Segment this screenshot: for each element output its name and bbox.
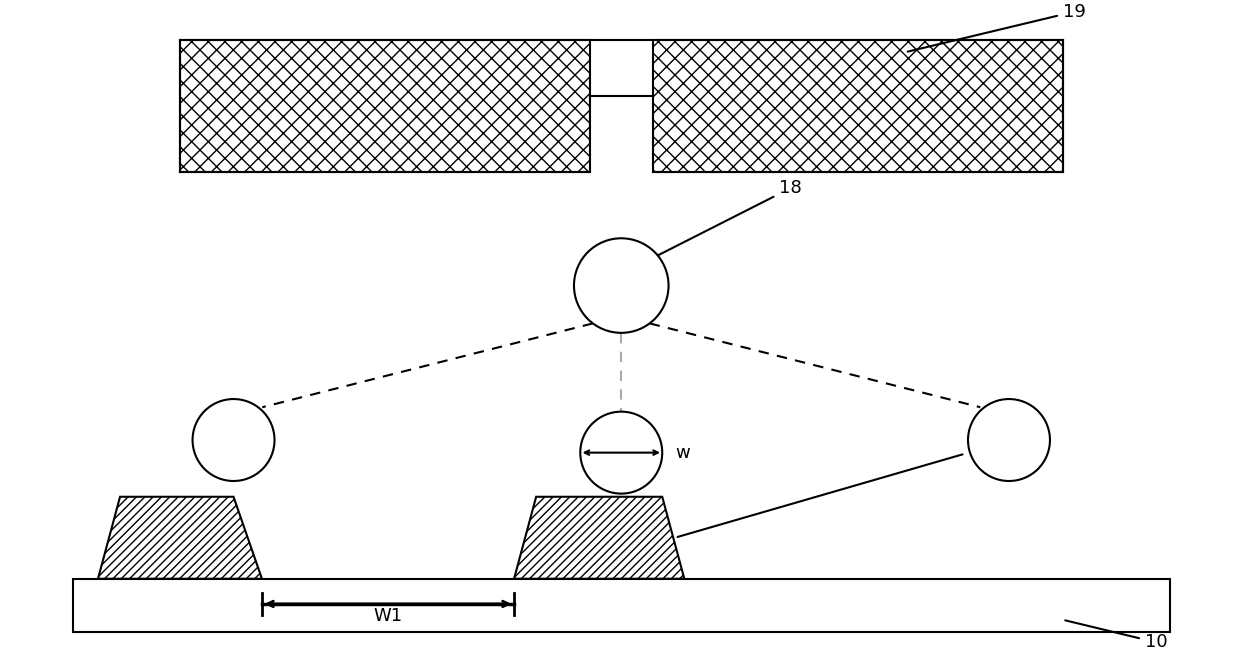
Ellipse shape bbox=[580, 411, 662, 494]
Ellipse shape bbox=[968, 399, 1050, 481]
Bar bbox=[73, 579, 1169, 632]
Polygon shape bbox=[515, 497, 684, 579]
Bar bbox=[652, 40, 1063, 172]
Text: 18: 18 bbox=[647, 179, 801, 261]
Polygon shape bbox=[98, 497, 262, 579]
Text: 10: 10 bbox=[1065, 621, 1167, 651]
Text: w: w bbox=[675, 443, 689, 462]
Bar bbox=[590, 96, 652, 172]
Bar bbox=[180, 40, 590, 172]
Ellipse shape bbox=[192, 399, 274, 481]
Text: 12: 12 bbox=[677, 441, 991, 537]
Ellipse shape bbox=[574, 238, 668, 333]
Text: W1: W1 bbox=[373, 607, 403, 625]
Text: 19: 19 bbox=[908, 3, 1085, 52]
